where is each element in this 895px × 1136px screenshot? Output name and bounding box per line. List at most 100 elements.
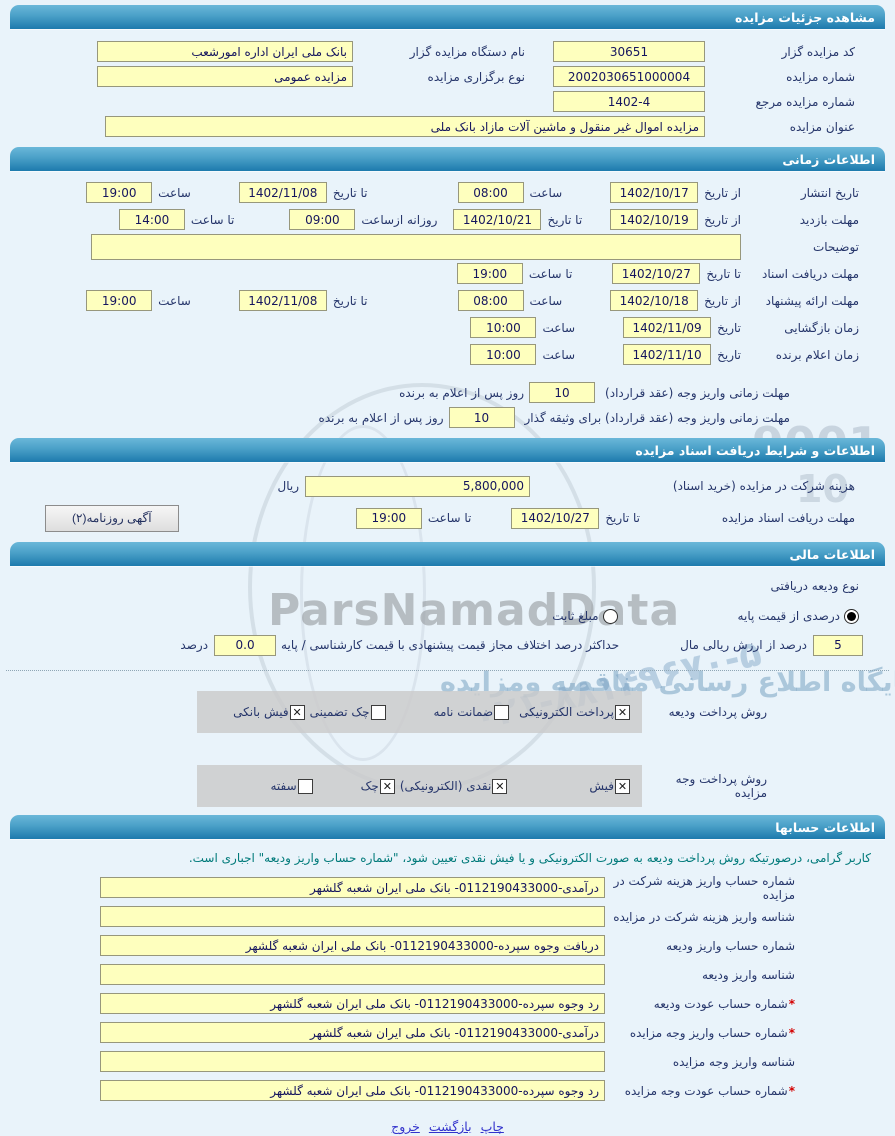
auction-payment-id-field[interactable]: [100, 1051, 605, 1072]
participation-fee-label: هزینه شرکت در مزایده (خرید اسناد): [672, 479, 855, 493]
guarantee-letter-checkbox[interactable]: [494, 704, 510, 720]
dotted-divider: [6, 670, 889, 671]
deposit-percent-radio[interactable]: [844, 608, 859, 624]
fee-deposit-id-field[interactable]: [100, 906, 605, 927]
auctioneer-org-field[interactable]: بانک ملی ایران اداره امورشعب: [97, 41, 353, 62]
offer-to-date-field[interactable]: 1402/11/08: [238, 290, 327, 311]
fee-deposit-id-label: شناسه واریز هزینه شرکت در مزایده: [613, 909, 795, 924]
guarantee-letter-label: ضمانت نامه: [433, 705, 494, 719]
section-title: اطلاعات و شرایط دریافت اسناد مزایده: [635, 442, 875, 458]
to-date-caption: تا تاریخ: [547, 212, 583, 227]
date-caption: تاریخ: [717, 347, 741, 362]
to-date-caption: تا تاریخ: [605, 511, 640, 525]
cash-electronic-label: نقدی (الکترونیکی): [399, 779, 492, 793]
max-diff-label: حداکثر درصد اختلاف مجاز قیمت پیشنهادی با…: [281, 638, 620, 652]
offer-from-time-field[interactable]: 08:00: [457, 290, 524, 311]
auction-type-field[interactable]: مزایده عمومی: [97, 66, 353, 87]
auctioneer-org-label: نام دستگاه مزایده گزار: [409, 44, 525, 59]
slip-checkbox[interactable]: [615, 778, 630, 794]
docs-receipt-deadline-label: مهلت دریافت اسناد مزایده: [721, 511, 855, 525]
section-title: اطلاعات مالی: [789, 546, 875, 562]
visit-from-date-field[interactable]: 1402/10/19: [610, 209, 699, 230]
deposit-return-account-field[interactable]: رد وجوه سپرده-0112190433000- بانک ملی ای…: [100, 993, 605, 1014]
docs-receipt-time-field[interactable]: 19:00: [355, 507, 422, 529]
to-hour-caption: تا ساعت: [427, 511, 472, 525]
hour-caption: ساعت: [158, 293, 191, 308]
section-header-financial-info: اطلاعات مالی: [10, 542, 885, 566]
publish-to-time-field[interactable]: 19:00: [86, 182, 153, 203]
visit-daily-time-field[interactable]: 09:00: [289, 209, 356, 230]
winner-time-field[interactable]: 10:00: [470, 344, 537, 365]
auction-subject-field[interactable]: مزایده اموال غیر منقول و ماشین آلات مازا…: [105, 116, 705, 137]
auction-payment-account-label: *شماره حساب واریز وجه مزایده: [629, 1025, 795, 1040]
check-checkbox[interactable]: [379, 778, 395, 794]
required-mark: *: [788, 1025, 795, 1040]
newspaper-ad-button[interactable]: آگهی روزنامه(۲): [45, 504, 179, 532]
auction-number-field[interactable]: 2002030651000004: [553, 66, 705, 87]
auctioneer-code-label: کد مزایده گزار: [781, 44, 855, 59]
fee-deposit-account-field[interactable]: درآمدی-0112190433000- بانک ملی ایران شعب…: [100, 877, 605, 898]
auction-type-label: نوع برگزاری مزایده: [427, 69, 525, 84]
to-date-caption: تا تاریخ: [332, 293, 368, 308]
bank-slip-checkbox[interactable]: [289, 704, 305, 720]
bank-slip-label: فیش بانکی: [233, 705, 289, 719]
deposit-account-field[interactable]: دریافت وجوه سپرده-0112190433000- بانک مل…: [100, 935, 605, 956]
offer-from-date-field[interactable]: 1402/10/18: [610, 290, 699, 311]
deposit-id-field[interactable]: [100, 964, 605, 985]
back-link[interactable]: بازگشت: [428, 1119, 472, 1134]
winner-date-field[interactable]: 1402/11/10: [623, 344, 712, 365]
deposit-method-panel: پرداخت الکترونیکی ضمانت نامه چک تضمینی ف…: [197, 691, 642, 733]
certified-check-label: چک تضمینی: [309, 705, 370, 719]
hour-caption: ساعت: [542, 320, 576, 335]
docs-deadline-label: مهلت دریافت اسناد: [761, 266, 859, 281]
auction-payment-method-panel: فیش نقدی (الکترونیکی) چک سفته: [197, 765, 642, 807]
description-field[interactable]: [91, 233, 741, 260]
publish-from-date-field[interactable]: 1402/10/17: [610, 182, 699, 203]
deposit-fixed-radio[interactable]: [602, 608, 618, 624]
opening-date-field[interactable]: 1402/11/09: [623, 317, 712, 338]
fee-deposit-account-label: شماره حساب واریز هزینه شرکت در مزایده: [613, 873, 795, 902]
payment-deadline2-suffix: روز پس از اعلام به برنده: [318, 410, 444, 425]
section-header-docs-conditions: اطلاعات و شرایط دریافت اسناد مزایده: [10, 438, 885, 462]
participation-fee-field[interactable]: 5,800,000: [305, 475, 530, 497]
auctioneer-code-field[interactable]: 30651: [553, 41, 705, 62]
auction-return-account-field[interactable]: رد وجوه سپرده-0112190433000- بانک ملی ای…: [100, 1080, 605, 1101]
max-diff-field[interactable]: 0.0: [214, 634, 277, 656]
required-mark: *: [788, 996, 795, 1011]
publish-from-time-field[interactable]: 08:00: [457, 182, 524, 203]
electronic-payment-checkbox[interactable]: [615, 704, 630, 720]
promissory-note-label: سفته: [270, 779, 297, 793]
deposit-percent-field[interactable]: 5: [813, 634, 863, 656]
offer-deadline-label: مهلت ارائه پیشنهاد: [765, 293, 859, 308]
deposit-fixed-radio-label: مبلغ ثابت: [552, 609, 599, 623]
auction-payment-account-field[interactable]: درآمدی-0112190433000- بانک ملی ایران شعب…: [100, 1022, 605, 1043]
promissory-note-checkbox[interactable]: [297, 778, 313, 794]
docs-receipt-date-field[interactable]: 1402/10/27: [511, 507, 600, 529]
hour-caption: ساعت: [542, 347, 576, 362]
hour-caption: ساعت: [529, 185, 563, 200]
visit-to-time-field[interactable]: 14:00: [118, 209, 185, 230]
publish-to-date-field[interactable]: 1402/11/08: [238, 182, 327, 203]
docs-deadline-date-field[interactable]: 1402/10/27: [612, 263, 701, 284]
payment-deadline2-days-field[interactable]: 10: [448, 407, 515, 428]
reference-number-field[interactable]: 1402-4: [553, 91, 705, 112]
winner-announce-label: زمان اعلام برنده: [775, 347, 859, 362]
cash-electronic-checkbox[interactable]: [492, 778, 508, 794]
payment-deadline-days-field[interactable]: 10: [529, 382, 596, 403]
docs-deadline-time-field[interactable]: 19:00: [456, 263, 523, 284]
certified-check-checkbox[interactable]: [370, 704, 386, 720]
auction-payment-method-label: روش پرداخت وجه مزایده: [675, 772, 767, 800]
opening-time-field[interactable]: 10:00: [470, 317, 537, 338]
from-date-caption: از تاریخ: [704, 212, 741, 227]
hour-caption: ساعت: [529, 293, 563, 308]
exit-link[interactable]: خروج: [391, 1119, 420, 1134]
offer-to-time-field[interactable]: 19:00: [86, 290, 153, 311]
section-header-auction-details: مشاهده جزئیات مزایده: [10, 5, 885, 29]
visit-to-date-field[interactable]: 1402/10/21: [453, 209, 542, 230]
percent-caption: درصد: [180, 638, 209, 652]
deposit-return-account-label: *شماره حساب عودت ودیعه: [653, 996, 795, 1011]
footer-links: چاپ بازگشت خروج: [0, 1119, 895, 1134]
print-link[interactable]: چاپ: [480, 1119, 504, 1134]
auction-subject-label: عنوان مزایده: [789, 119, 855, 134]
accounts-note: کاربر گرامی، درصورتیکه روش پرداخت ودیعه …: [188, 851, 871, 865]
